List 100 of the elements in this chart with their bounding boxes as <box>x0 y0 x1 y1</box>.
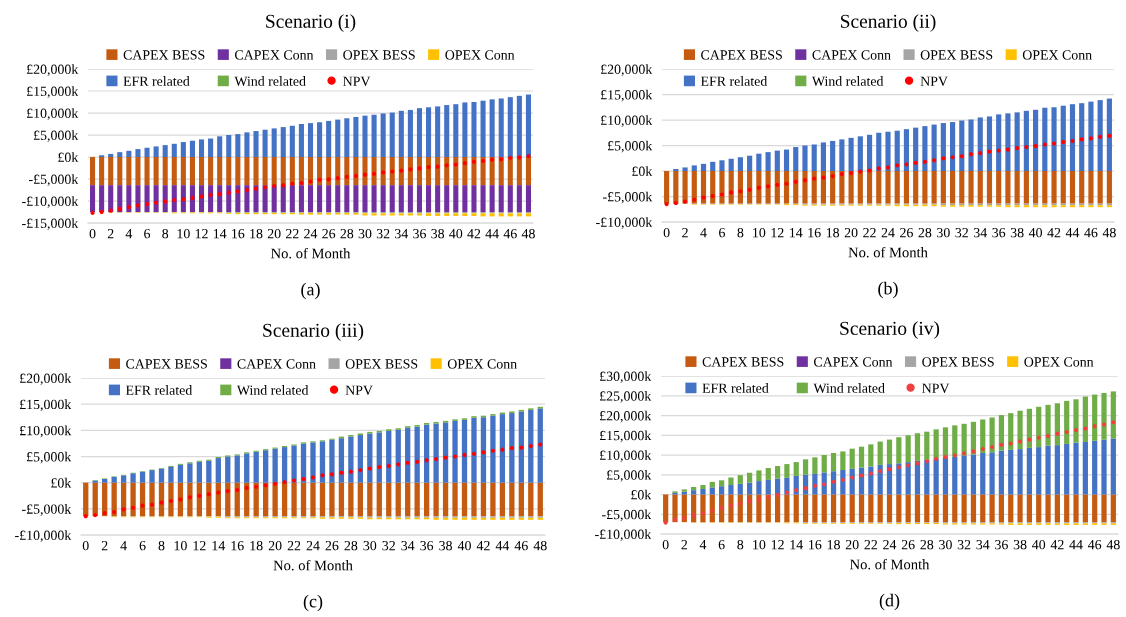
x-tick-label: 12 <box>771 540 784 550</box>
x-tick-label: 6 <box>144 229 151 239</box>
legend-label: NPV <box>922 383 950 393</box>
y-tick-label: -£10,000k <box>595 529 652 541</box>
x-tick-label: 20 <box>268 540 282 551</box>
legend-label: Wind related <box>811 76 884 86</box>
x-tick-label: 2 <box>681 540 688 550</box>
x-tick-label: 48 <box>521 228 535 239</box>
x-tick-label: 16 <box>232 229 245 239</box>
x-tick-label: 34 <box>976 540 990 550</box>
y-tick-label: £5,000k <box>607 140 653 153</box>
x-tick-label: 8 <box>737 539 744 550</box>
legend-label: CAPEX Conn <box>812 50 891 60</box>
x-tick-label: 4 <box>699 540 707 550</box>
y-tick-label: £25,000k <box>600 390 652 403</box>
x-tick-label: 42 <box>1047 228 1061 238</box>
x-tick-label: 28 <box>918 227 932 238</box>
chart-title: Scenario (iv) <box>840 321 940 339</box>
x-tick-label: 4 <box>125 229 133 239</box>
x-tick-label: 44 <box>495 541 510 551</box>
x-tick-label: 14 <box>790 228 803 238</box>
y-tick-label: £0k <box>631 489 652 500</box>
x-tick-label: 28 <box>920 539 934 550</box>
x-tick-label: 4 <box>120 541 127 551</box>
legend-label: Wind related <box>236 385 309 395</box>
legend-label: CAPEX Conn <box>234 50 314 60</box>
x-tick-label: 32 <box>376 229 390 239</box>
y-tick-label: -£10,000k <box>22 196 79 208</box>
x-tick-label: 30 <box>937 227 950 238</box>
x-tick-label: 2 <box>682 228 688 238</box>
x-tick-label: 22 <box>286 229 299 239</box>
x-tick-label: 12 <box>193 541 206 551</box>
y-tick-label: £0k <box>632 166 653 176</box>
x-tick-label: 26 <box>901 540 915 550</box>
x-tick-label: 30 <box>363 540 377 551</box>
legend-label: CAPEX BESS <box>702 357 784 367</box>
x-tick-label: 32 <box>957 540 971 550</box>
x-tick-label: 42 <box>476 541 490 551</box>
x-tick-label: 6 <box>139 541 146 551</box>
y-tick-label: £20,000k <box>600 410 652 423</box>
x-tick-label: 42 <box>467 229 481 239</box>
x-tick-label: 46 <box>514 541 528 551</box>
chart-title: Scenario (ii) <box>840 14 936 32</box>
y-tick-label: -£5,000k <box>29 174 79 186</box>
x-tick-label: 18 <box>827 539 840 550</box>
legend-label: OPEX Conn <box>1022 50 1092 60</box>
y-tick-label: £15,000k <box>27 86 79 98</box>
x-tick-label: 30 <box>939 539 952 550</box>
x-tick-label: 8 <box>158 540 165 551</box>
legend-label: EFR related <box>125 385 193 395</box>
y-tick-label: £10,000k <box>601 115 653 127</box>
x-tick-label: 34 <box>973 228 987 238</box>
x-tick-label: 16 <box>231 541 244 551</box>
x-tick-label: 10 <box>174 540 187 551</box>
legend-label: Wind related <box>234 76 306 86</box>
x-tick-label: 36 <box>420 541 434 551</box>
x-tick-label: 46 <box>503 229 517 239</box>
x-tick-label: 40 <box>1032 539 1046 550</box>
y-tick-label: £0k <box>58 152 79 162</box>
x-tick-label: 20 <box>845 539 859 550</box>
x-tick-label: 26 <box>322 229 336 239</box>
legend-label: OPEX Conn <box>445 50 515 60</box>
x-tick-label: 20 <box>844 227 858 238</box>
x-axis-title: No. of Month <box>848 246 928 258</box>
y-tick-label: £15,000k <box>20 399 72 412</box>
x-tick-label: 12 <box>771 228 784 238</box>
x-tick-label: 26 <box>325 541 339 551</box>
y-tick-label: £20,000k <box>27 64 79 76</box>
x-tick-label: 44 <box>1065 228 1080 238</box>
y-tick-label: -£5,000k <box>602 509 652 522</box>
legend-label: OPEX BESS <box>345 359 418 369</box>
x-tick-label: 46 <box>1088 540 1102 550</box>
chart-title: Scenario (i) <box>266 14 356 32</box>
chart-title: Scenario (iii) <box>263 323 364 341</box>
x-tick-label: 22 <box>864 540 878 550</box>
legend-label: OPEX BESS <box>922 357 994 367</box>
legend-label: OPEX Conn <box>1024 357 1094 367</box>
x-tick-label: 6 <box>719 228 726 238</box>
x-tick-label: 40 <box>1028 227 1043 238</box>
legend-label: EFR related <box>700 76 768 86</box>
x-tick-label: 0 <box>662 539 669 550</box>
x-tick-label: 44 <box>1069 540 1083 550</box>
x-tick-label: 18 <box>250 540 263 551</box>
x-tick-label: 30 <box>358 228 372 239</box>
legend-label: NPV <box>343 76 371 86</box>
x-tick-label: 32 <box>955 228 968 238</box>
text: (b) <box>878 281 898 299</box>
x-tick-label: 28 <box>340 228 354 239</box>
y-tick-label: £5,000k <box>26 451 72 464</box>
legend-label: Wind related <box>813 383 885 393</box>
x-tick-label: 24 <box>881 228 895 238</box>
legend-label: CAPEX Conn <box>813 357 893 367</box>
x-tick-label: 48 <box>1102 227 1116 238</box>
y-tick-label: £10,000k <box>20 425 72 438</box>
y-tick-label: £5,000k <box>33 130 79 142</box>
legend-label: CAPEX Conn <box>237 359 316 369</box>
x-tick-label: 8 <box>162 228 169 239</box>
y-tick-label: -£10,000k <box>596 217 653 229</box>
y-tick-label: £30,000k <box>600 371 652 383</box>
y-tick-label: -£10,000k <box>15 530 72 542</box>
